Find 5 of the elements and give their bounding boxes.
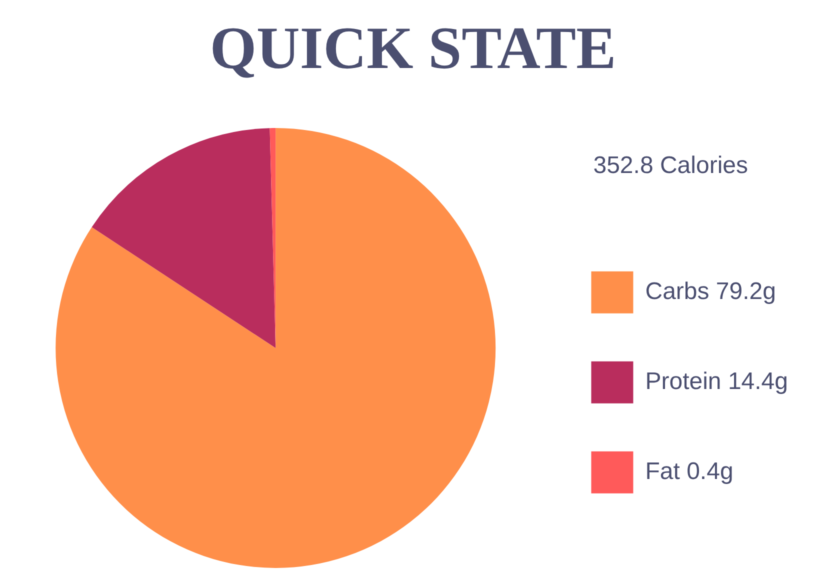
chart-title: QUICK STATE bbox=[208, 14, 618, 83]
legend-label: Fat 0.4g bbox=[645, 458, 734, 486]
legend-label: Carbs 79.2g bbox=[645, 278, 776, 306]
legend-label: Protein 14.4g bbox=[645, 368, 788, 396]
text: 352.8 Calories bbox=[593, 152, 748, 180]
